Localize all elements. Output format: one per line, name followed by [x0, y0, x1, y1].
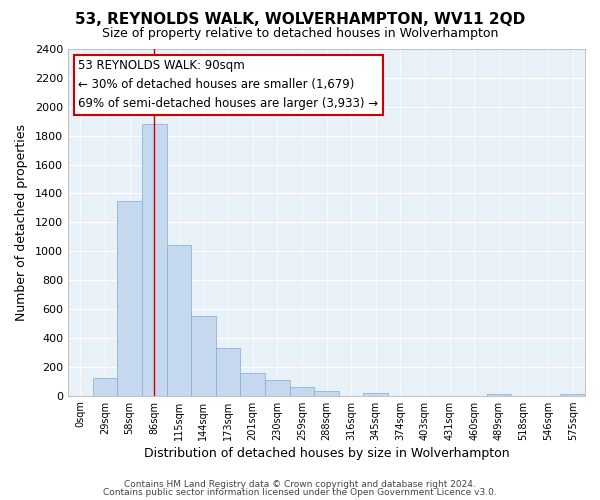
Text: 53, REYNOLDS WALK, WOLVERHAMPTON, WV11 2QD: 53, REYNOLDS WALK, WOLVERHAMPTON, WV11 2…: [75, 12, 525, 28]
Bar: [216, 348, 241, 396]
Bar: [314, 392, 339, 396]
Bar: [290, 387, 314, 396]
Bar: [92, 378, 117, 396]
Y-axis label: Number of detached properties: Number of detached properties: [15, 124, 28, 321]
Bar: [560, 394, 585, 396]
Bar: [265, 380, 290, 396]
Text: 53 REYNOLDS WALK: 90sqm
← 30% of detached houses are smaller (1,679)
69% of semi: 53 REYNOLDS WALK: 90sqm ← 30% of detache…: [79, 60, 379, 110]
Bar: [142, 124, 167, 396]
Bar: [364, 393, 388, 396]
Bar: [487, 394, 511, 396]
Bar: [117, 200, 142, 396]
Text: Contains HM Land Registry data © Crown copyright and database right 2024.: Contains HM Land Registry data © Crown c…: [124, 480, 476, 489]
Bar: [241, 374, 265, 396]
Text: Contains public sector information licensed under the Open Government Licence v3: Contains public sector information licen…: [103, 488, 497, 497]
Text: Size of property relative to detached houses in Wolverhampton: Size of property relative to detached ho…: [102, 28, 498, 40]
X-axis label: Distribution of detached houses by size in Wolverhampton: Distribution of detached houses by size …: [144, 447, 509, 460]
Bar: [167, 246, 191, 396]
Bar: [191, 316, 216, 396]
